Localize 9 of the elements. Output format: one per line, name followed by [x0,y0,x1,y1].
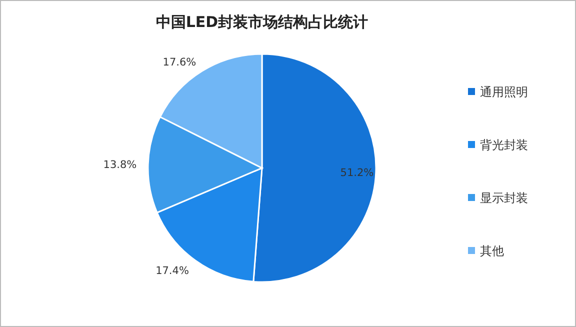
legend-label: 通用照明 [480,85,528,99]
data-label: 13.8% [103,159,137,172]
data-label: 17.4% [156,264,189,277]
legend-label: 其他 [480,244,504,258]
legend-label: 背光封装 [480,138,528,152]
chart-title: 中国LED封装市场结构占比统计 [156,13,368,31]
legend-label: 显示封装 [480,191,528,205]
data-label: 17.6% [162,56,196,68]
data-label: 51.2% [340,167,374,180]
